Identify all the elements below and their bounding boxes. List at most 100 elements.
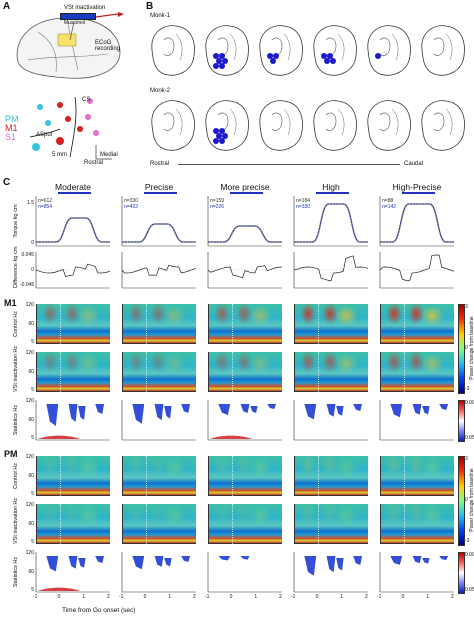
- pm-vst-heatmap-1: [36, 504, 110, 544]
- pm-statistics-plot-4: [293, 552, 368, 593]
- x-tick-2-2: 0: [143, 594, 147, 600]
- x-tick-2-3: 1: [168, 594, 172, 600]
- hz-tick-120-2: 120: [25, 398, 34, 404]
- m1-vst-heatmap-5: [380, 352, 454, 392]
- m1-control-heatmap-5-go-line: [404, 304, 406, 344]
- row-label-pm-control: Control Hz: [13, 463, 19, 489]
- n-value-vst-5: n=142: [382, 204, 397, 210]
- monk1-label: Monk-1: [150, 13, 171, 19]
- m1-vst-heatmap-5-go-line: [404, 352, 406, 392]
- m1-pvalue-colorbar: [458, 400, 465, 442]
- section-m1-label: M1: [4, 298, 17, 308]
- difference-plot-4: [293, 252, 369, 289]
- section-pm-label: PM: [4, 449, 18, 459]
- pm-control-heatmap-4-go-line: [318, 456, 320, 496]
- m1-vst-heatmap-3: [208, 352, 282, 392]
- hz-tick-5-4: 5: [31, 539, 34, 545]
- m1-vst-heatmap-1: [36, 352, 110, 392]
- monk2-section-2: [205, 100, 249, 151]
- torque-tick-zero: 0: [31, 240, 34, 246]
- torque-plot-4: [293, 196, 368, 247]
- torque-plot-3: [207, 196, 282, 247]
- m1-statistics-plot-5: [379, 400, 454, 441]
- x-tick-2-1: -1: [119, 594, 124, 600]
- legend-pm: PM: [5, 114, 19, 124]
- hz-tick-5-3: 5: [31, 491, 34, 497]
- m1-control-heatmap-3: [208, 304, 282, 344]
- condition-title-2: Precise: [144, 182, 174, 192]
- aspur-label: ASpur: [36, 132, 53, 138]
- n-value-vst-2: n=422: [124, 204, 139, 210]
- n-value-control-4: n=184: [296, 198, 311, 204]
- row-label-difference: Difference kg·cm: [13, 246, 19, 288]
- x-axis-label: Time from Go onset (sec): [62, 607, 136, 614]
- monk1-section-5: [367, 25, 411, 76]
- n-value-control-2: n=330: [124, 198, 139, 204]
- m1-control-heatmap-5: [380, 304, 454, 344]
- panel-a-letter: A: [3, 1, 11, 12]
- x-tick-3-3: 1: [254, 594, 258, 600]
- pm-vst-heatmap-3: [208, 504, 282, 544]
- hz-tick-60-2: 60: [28, 417, 34, 423]
- x-tick-4-3: 1: [340, 594, 344, 600]
- pm-power-colorbar: [458, 456, 465, 546]
- m1-vst-heatmap-4: [294, 352, 368, 392]
- m1-control-heatmap-1: [36, 304, 110, 344]
- legend-s1: S1: [5, 132, 17, 142]
- x-tick-4-4: 2: [365, 594, 368, 600]
- diff-tick-low: -0.045: [20, 282, 35, 288]
- rostral-caudal-axis: [178, 164, 400, 165]
- m1-statistics-plot-2: [121, 400, 196, 441]
- caudal-label-b: Caudal: [404, 161, 424, 167]
- torque-plot-5: [379, 196, 454, 247]
- pm-control-heatmap-2-go-line: [146, 456, 148, 496]
- brain-sections-monk2: [146, 95, 472, 155]
- row-label-m1-control: Control Hz: [13, 311, 19, 337]
- muscimol-label: Muscimol: [64, 20, 86, 26]
- m1-pvalue-colorbar-tick-0: 0.00*: [465, 400, 474, 406]
- pm-vst-heatmap-5-go-line: [404, 504, 406, 544]
- pm-control-heatmap-4: [294, 456, 368, 496]
- pm-statistics-plot-1: [35, 552, 110, 593]
- m1-vst-heatmap-1-go-line: [60, 352, 62, 392]
- cs-label: CS: [82, 97, 91, 103]
- condition-title-3: More precise: [220, 182, 270, 192]
- medial-label: Medial: [100, 152, 118, 158]
- monk1-section-4: [313, 25, 357, 76]
- x-tick-1-1: -1: [33, 594, 38, 600]
- pm-statistics-plot-2: [121, 552, 196, 593]
- m1-vst-heatmap-2: [122, 352, 196, 392]
- hz-tick-60-5: 60: [28, 569, 34, 575]
- electrode-map: [29, 96, 112, 160]
- diff-tick-high: 0.045: [21, 252, 34, 258]
- condition-title-5: High-Precise: [392, 182, 442, 192]
- monk2-section-3: [259, 100, 303, 151]
- pm-vst-heatmap-3-go-line: [232, 504, 234, 544]
- rostral-label-b: Rostral: [150, 161, 170, 167]
- monk1-section-6: [421, 25, 465, 76]
- m1-power-colorbar-label: Power change from baseline: [469, 316, 474, 380]
- monk1-section-3: [259, 25, 303, 76]
- task-bar-3: [230, 192, 264, 194]
- condition-title-1: Moderate: [55, 182, 91, 192]
- rostral-label-a: Rostral: [84, 160, 104, 166]
- x-tick-4-1: -1: [291, 594, 296, 600]
- hz-tick-5-0: 5: [31, 339, 34, 345]
- n-value-control-3: n=159: [210, 198, 225, 204]
- pm-control-heatmap-1: [36, 456, 110, 496]
- pm-pvalue-colorbar-tick-1: 0.05: [465, 587, 474, 593]
- panel-b-letter: B: [146, 1, 154, 12]
- pm-vst-heatmap-1-go-line: [60, 504, 62, 544]
- condition-title-4: High: [322, 182, 340, 192]
- m1-control-heatmap-4-go-line: [318, 304, 320, 344]
- difference-plot-3: [207, 252, 283, 289]
- m1-vst-heatmap-3-go-line: [232, 352, 234, 392]
- row-label-torque: Torque kg·cm: [13, 204, 19, 238]
- m1-statistics-plot-3: [207, 400, 282, 441]
- monk2-section-6: [421, 100, 465, 151]
- m1-power-colorbar-tick-1: 0: [465, 345, 468, 351]
- x-tick-5-3: 1: [426, 594, 430, 600]
- m1-power-colorbar-tick-2: -3: [465, 386, 470, 392]
- monk2-section-1: [151, 100, 195, 151]
